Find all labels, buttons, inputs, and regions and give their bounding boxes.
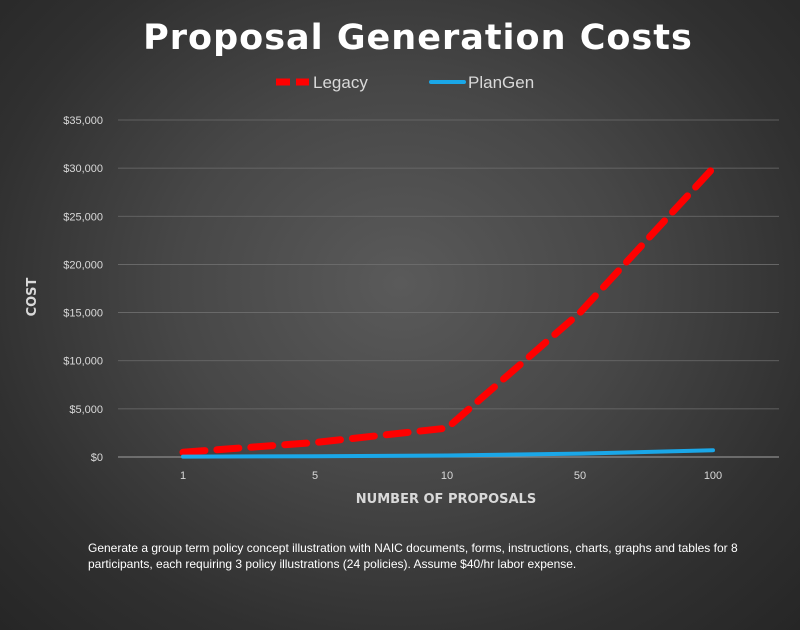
footnote: Generate a group term policy concept ill… xyxy=(88,541,738,571)
legend: Legacy PlanGen xyxy=(276,73,534,92)
x-axis: 1 5 10 50 100 xyxy=(180,470,722,482)
x-tick-label: 100 xyxy=(704,470,722,482)
legend-label-legacy: Legacy xyxy=(313,73,368,92)
chart-title: Proposal Generation Costs xyxy=(143,18,693,58)
y-tick-label: $20,000 xyxy=(63,259,103,271)
series-lines xyxy=(179,164,717,459)
y-tick-label: $0 xyxy=(91,452,103,464)
x-axis-title: NUMBER OF PROPOSALS xyxy=(356,492,536,507)
series-line-legacy xyxy=(179,164,717,456)
y-tick-label: $10,000 xyxy=(63,356,103,368)
x-tick-label: 50 xyxy=(574,470,586,482)
legend-label-plangen: PlanGen xyxy=(468,73,534,92)
y-tick-label: $15,000 xyxy=(63,308,103,320)
y-tick-label: $25,000 xyxy=(63,211,103,223)
series-line-plangen xyxy=(181,448,715,459)
y-axis-title: COST xyxy=(25,277,40,316)
y-tick-label: $35,000 xyxy=(63,115,103,127)
x-tick-label: 1 xyxy=(180,470,186,482)
gridlines xyxy=(118,119,779,458)
x-tick-label: 10 xyxy=(441,470,453,482)
x-tick-label: 5 xyxy=(312,470,318,482)
y-axis: $0 $5,000 $10,000 $15,000 $20,000 $25,000 $30,… xyxy=(63,115,103,464)
y-tick-label: $30,000 xyxy=(63,163,103,175)
y-tick-label: $5,000 xyxy=(69,404,103,416)
